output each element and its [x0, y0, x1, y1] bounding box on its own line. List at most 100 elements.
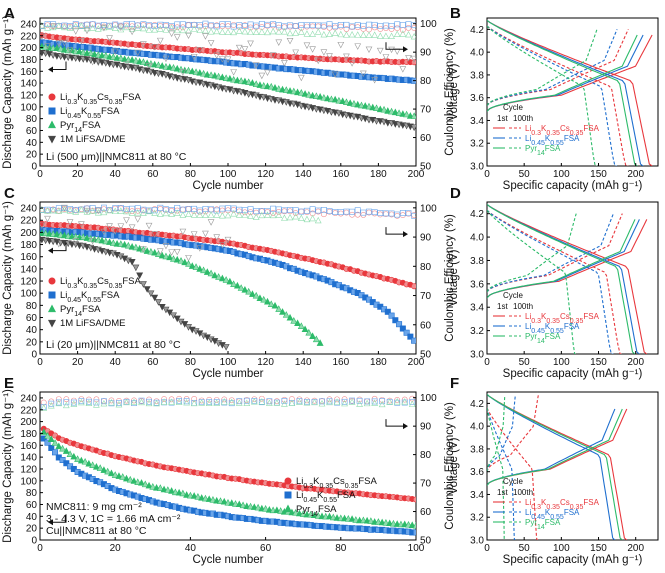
plot-area — [487, 203, 648, 354]
capacity-point — [79, 233, 87, 240]
ce-point — [219, 241, 226, 249]
ce-point — [326, 398, 333, 406]
ce-point — [40, 207, 45, 213]
ce-point — [89, 24, 96, 31]
ce-point — [145, 399, 153, 407]
ce-point — [207, 211, 215, 218]
panel-label-D: D — [450, 185, 461, 202]
plot-area — [40, 395, 416, 536]
legend-label: Pyr14FSA — [60, 120, 101, 134]
ce-point — [273, 399, 280, 406]
ce-point — [140, 206, 147, 213]
y-tick-label: 140 — [20, 453, 37, 464]
right-axis-arrowhead — [403, 423, 408, 430]
ce-point — [230, 206, 237, 213]
ce-point — [44, 21, 51, 27]
ce-point — [134, 216, 142, 223]
ce-point — [326, 21, 333, 28]
capacity-point — [350, 99, 358, 107]
capacity-point — [388, 312, 395, 319]
ce-point — [258, 24, 265, 30]
ce-point — [138, 397, 145, 404]
y2-tick-label: 80 — [420, 76, 432, 87]
capacity-point — [177, 257, 185, 264]
capacity-point — [109, 53, 117, 60]
y2-axis-title: Coulombic Efficiency (%) — [444, 214, 456, 342]
ce-point — [343, 21, 350, 28]
capacity-point — [164, 486, 172, 493]
ce-point — [408, 400, 416, 407]
y-tick-label: 160 — [20, 252, 37, 263]
capacity-point — [188, 67, 196, 75]
capacity-point — [60, 45, 68, 53]
y2-tick-label: 100 — [420, 393, 437, 404]
ce-point — [286, 213, 294, 221]
capacity-point — [147, 247, 155, 255]
capacity-point — [173, 255, 181, 263]
ce-point — [168, 207, 175, 213]
x-tick-label: 60 — [147, 169, 159, 180]
ce-point — [348, 398, 356, 405]
capacity-point — [290, 87, 298, 95]
ce-point — [55, 207, 63, 214]
x-tick-label: 200 — [627, 357, 644, 368]
legend-label: Li0.3K0.35Cs0.35FSA — [60, 92, 141, 106]
ce-point — [198, 399, 206, 406]
ce-point — [360, 31, 367, 38]
ce-point — [168, 23, 175, 30]
ce-point — [376, 47, 384, 55]
ce-point — [287, 22, 293, 29]
ce-point — [304, 207, 310, 214]
ce-point — [55, 205, 62, 212]
chart-C: C0 20 40 60 80 100 120 140 160 180 200020406080100… — [2, 185, 456, 380]
ce-point — [269, 52, 277, 59]
ce-point — [163, 206, 169, 213]
y-tick-label: 3.8 — [470, 444, 484, 455]
ce-point — [405, 210, 412, 217]
ce-point — [320, 24, 327, 30]
y-tick-label: 60 — [26, 126, 38, 137]
legend-label: Pyr14FSA — [525, 518, 561, 531]
ce-point — [393, 398, 401, 405]
ce-point — [83, 207, 91, 215]
ce-point — [332, 23, 339, 30]
ce-point — [131, 400, 137, 407]
x-tick-label: 20 — [110, 543, 122, 554]
series-E-2 — [40, 398, 416, 529]
x-axis-title: Specific capacity (mAh g⁻¹) — [503, 554, 643, 566]
capacity-point — [256, 294, 264, 302]
ce-point — [221, 399, 228, 406]
ce-point — [61, 22, 68, 29]
capacity-point — [132, 243, 140, 251]
capacity-point — [267, 300, 275, 307]
ce-point — [89, 207, 96, 214]
ce-point — [275, 28, 283, 35]
ce-point — [393, 30, 401, 37]
ce-point — [49, 23, 57, 30]
y-tick-label: 200 — [20, 43, 37, 54]
legend-marker — [284, 477, 292, 485]
capacity-point — [301, 325, 309, 333]
ce-point — [287, 207, 293, 213]
ce-point — [207, 40, 215, 47]
ce-point — [89, 21, 96, 28]
x-tick-label: 180 — [370, 357, 387, 368]
ce-point — [371, 399, 378, 406]
x-tick-label: 40 — [110, 169, 122, 180]
ce-point — [241, 211, 249, 218]
x-tick-label: 50 — [519, 357, 531, 368]
capacity-point — [297, 88, 305, 96]
ce-point — [275, 211, 283, 219]
capacity-point — [162, 252, 170, 260]
capacity-point — [48, 444, 55, 451]
ce-point — [100, 208, 108, 216]
ce-point — [258, 20, 265, 27]
ce-point — [72, 238, 80, 245]
legend-label: Li0.3K0.35Cs0.35FSA — [525, 312, 600, 325]
legend-title: Cycle — [503, 291, 524, 300]
capacity-point — [109, 239, 117, 246]
ce-point — [111, 228, 119, 235]
ce-point — [49, 23, 57, 31]
capacity-point — [138, 479, 145, 486]
ce-point — [247, 28, 254, 35]
